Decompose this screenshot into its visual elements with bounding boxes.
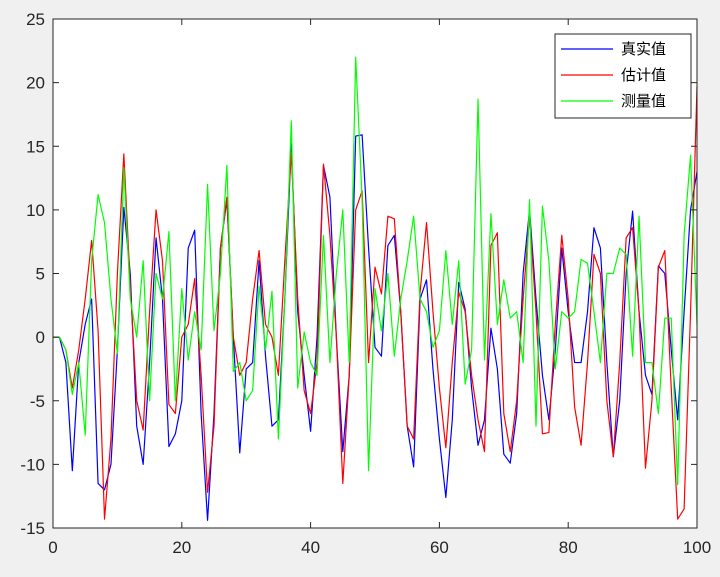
y-tick-label: 20: [26, 74, 45, 93]
legend-label: 真实值: [621, 40, 666, 58]
x-tick-label: 40: [301, 538, 320, 557]
x-tick-label: 60: [430, 538, 449, 557]
series-line-3: [53, 56, 698, 486]
x-tick-label: 0: [48, 538, 57, 557]
y-tick-label: 0: [36, 328, 45, 347]
legend-label: 测量值: [621, 92, 666, 110]
axes: 0 20 40 60 80 100 -15 -10 -5 0 5 10 15 20 25: [20, 10, 711, 557]
y-tick-label: -15: [20, 519, 45, 538]
y-tick-label: 5: [36, 265, 45, 284]
x-tick-label: 100: [683, 538, 711, 557]
y-tick-label: -5: [30, 392, 45, 411]
legend-label: 估计值: [621, 66, 666, 84]
x-tick-label: 20: [172, 538, 191, 557]
y-tick-label: -10: [20, 455, 45, 474]
legend-box: [554, 33, 692, 119]
x-tick-label: 80: [559, 538, 578, 557]
y-tick-label: 10: [26, 201, 45, 220]
y-tick-label: 25: [26, 10, 45, 29]
series-lines: [53, 56, 698, 521]
y-tick-label: 15: [26, 137, 45, 156]
series-line-2: [53, 86, 698, 520]
